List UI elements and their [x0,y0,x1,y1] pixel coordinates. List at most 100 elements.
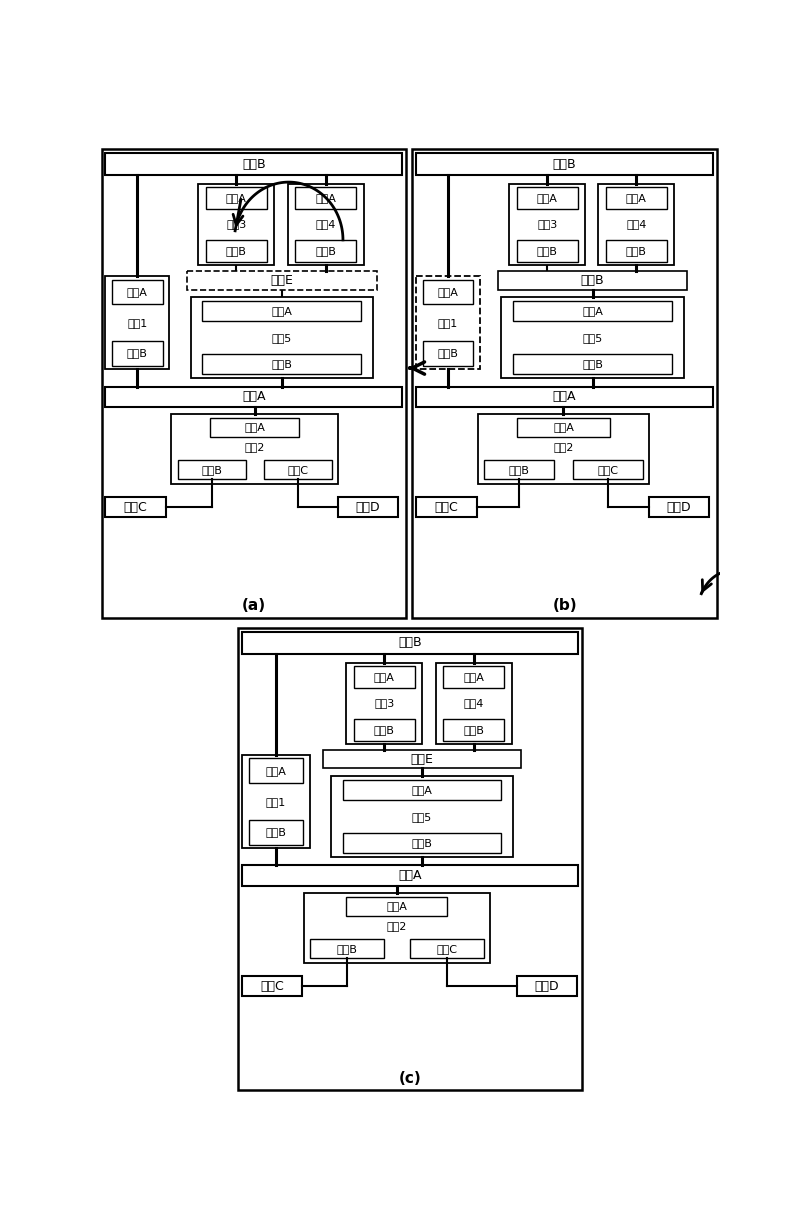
Bar [206,187,266,209]
Bar [509,184,585,265]
Text: 网坨1: 网坨1 [266,797,286,807]
Text: 端口A: 端口A [386,902,407,912]
Text: 端口C: 端口C [287,464,308,474]
Text: 端口A: 端口A [266,766,286,776]
Text: 端口A: 端口A [438,287,458,297]
Bar [416,498,477,517]
Bar [106,276,169,368]
Bar [606,187,666,209]
Text: 端口A: 端口A [374,671,395,683]
Text: 网段B: 网段B [581,274,604,287]
Bar [422,280,474,304]
Bar [649,498,709,517]
Bar [242,632,578,654]
Text: 端口B: 端口B [438,349,458,359]
Text: 端口A: 端口A [226,193,247,203]
Bar [342,833,502,853]
Text: 端口B: 端口B [626,246,646,256]
Text: 网坨2: 网坨2 [554,442,574,452]
Bar [198,184,274,265]
Text: 端口B: 端口B [374,724,395,734]
Text: 网坨3: 网坨3 [374,699,394,708]
Text: 端口B: 端口B [463,724,484,734]
Bar [346,663,422,744]
Bar [206,240,266,261]
Text: 端口B: 端口B [266,827,286,838]
Bar [304,893,490,962]
Text: 端口B: 端口B [537,246,558,256]
Text: (b): (b) [552,599,577,614]
Text: 端口B: 端口B [315,246,336,256]
Text: 端口C: 端口C [597,464,618,474]
Bar [287,184,363,265]
Bar [573,461,642,479]
Bar [416,276,480,368]
Bar [435,663,511,744]
Text: 端口B: 端口B [336,944,358,954]
Bar [498,271,687,290]
Bar [242,865,578,886]
Text: 端口A: 端口A [582,306,603,317]
Text: 网段E: 网段E [270,274,293,287]
Bar [517,418,610,436]
Bar [517,187,578,209]
Bar [102,149,406,617]
Text: 网段E: 网段E [410,753,434,766]
Bar [295,240,356,261]
Bar [354,667,415,687]
Bar [210,418,299,436]
Bar [112,280,162,304]
Text: 端口B: 端口B [226,246,247,256]
Bar [187,271,377,290]
Bar [331,776,513,857]
Bar [338,498,398,517]
Text: 端口B: 端口B [126,349,148,359]
Text: (c): (c) [398,1072,422,1087]
Bar [354,719,415,740]
Text: 网段D: 网段D [356,501,381,514]
Text: 网段B: 网段B [242,158,266,170]
Bar [598,184,674,265]
Text: 网段B: 网段B [398,637,422,649]
Text: 网段C: 网段C [124,501,147,514]
Bar [310,940,384,958]
Text: 网段C: 网段C [434,501,458,514]
Bar [323,750,521,769]
Bar [416,387,713,407]
Text: 网段A: 网段A [553,391,576,403]
Bar [485,461,554,479]
Bar [112,341,162,366]
Text: 网坨1: 网坨1 [438,318,458,328]
Bar [443,719,504,740]
Bar [249,759,303,784]
Text: 端口A: 端口A [463,671,484,683]
Text: 网坨4: 网坨4 [463,699,484,708]
Text: 网坨5: 网坨5 [272,333,292,342]
Bar [342,780,502,800]
Text: 网段C: 网段C [260,979,284,993]
Text: 端口A: 端口A [626,193,646,203]
Text: 网坨3: 网坨3 [537,219,558,229]
Bar [106,153,402,175]
Text: 网坨4: 网坨4 [626,219,646,229]
Bar [106,498,166,517]
Text: 端口A: 端口A [537,193,558,203]
Text: 端口A: 端口A [271,306,292,317]
Text: 网段D: 网段D [535,979,559,993]
Bar [422,341,474,366]
Bar [606,240,666,261]
Bar [295,187,356,209]
Text: 网坨3: 网坨3 [226,219,246,229]
Text: 端口A: 端口A [126,287,148,297]
Bar [171,414,338,483]
Text: 网坨2: 网坨2 [245,442,265,452]
Bar [178,461,246,479]
Text: (a): (a) [242,599,266,614]
Text: 端口B: 端口B [271,360,292,370]
Text: 端口B: 端口B [411,838,433,848]
Bar [443,667,504,687]
Bar [249,819,303,845]
Bar [190,297,373,378]
Bar [502,297,683,378]
Bar [513,354,672,375]
